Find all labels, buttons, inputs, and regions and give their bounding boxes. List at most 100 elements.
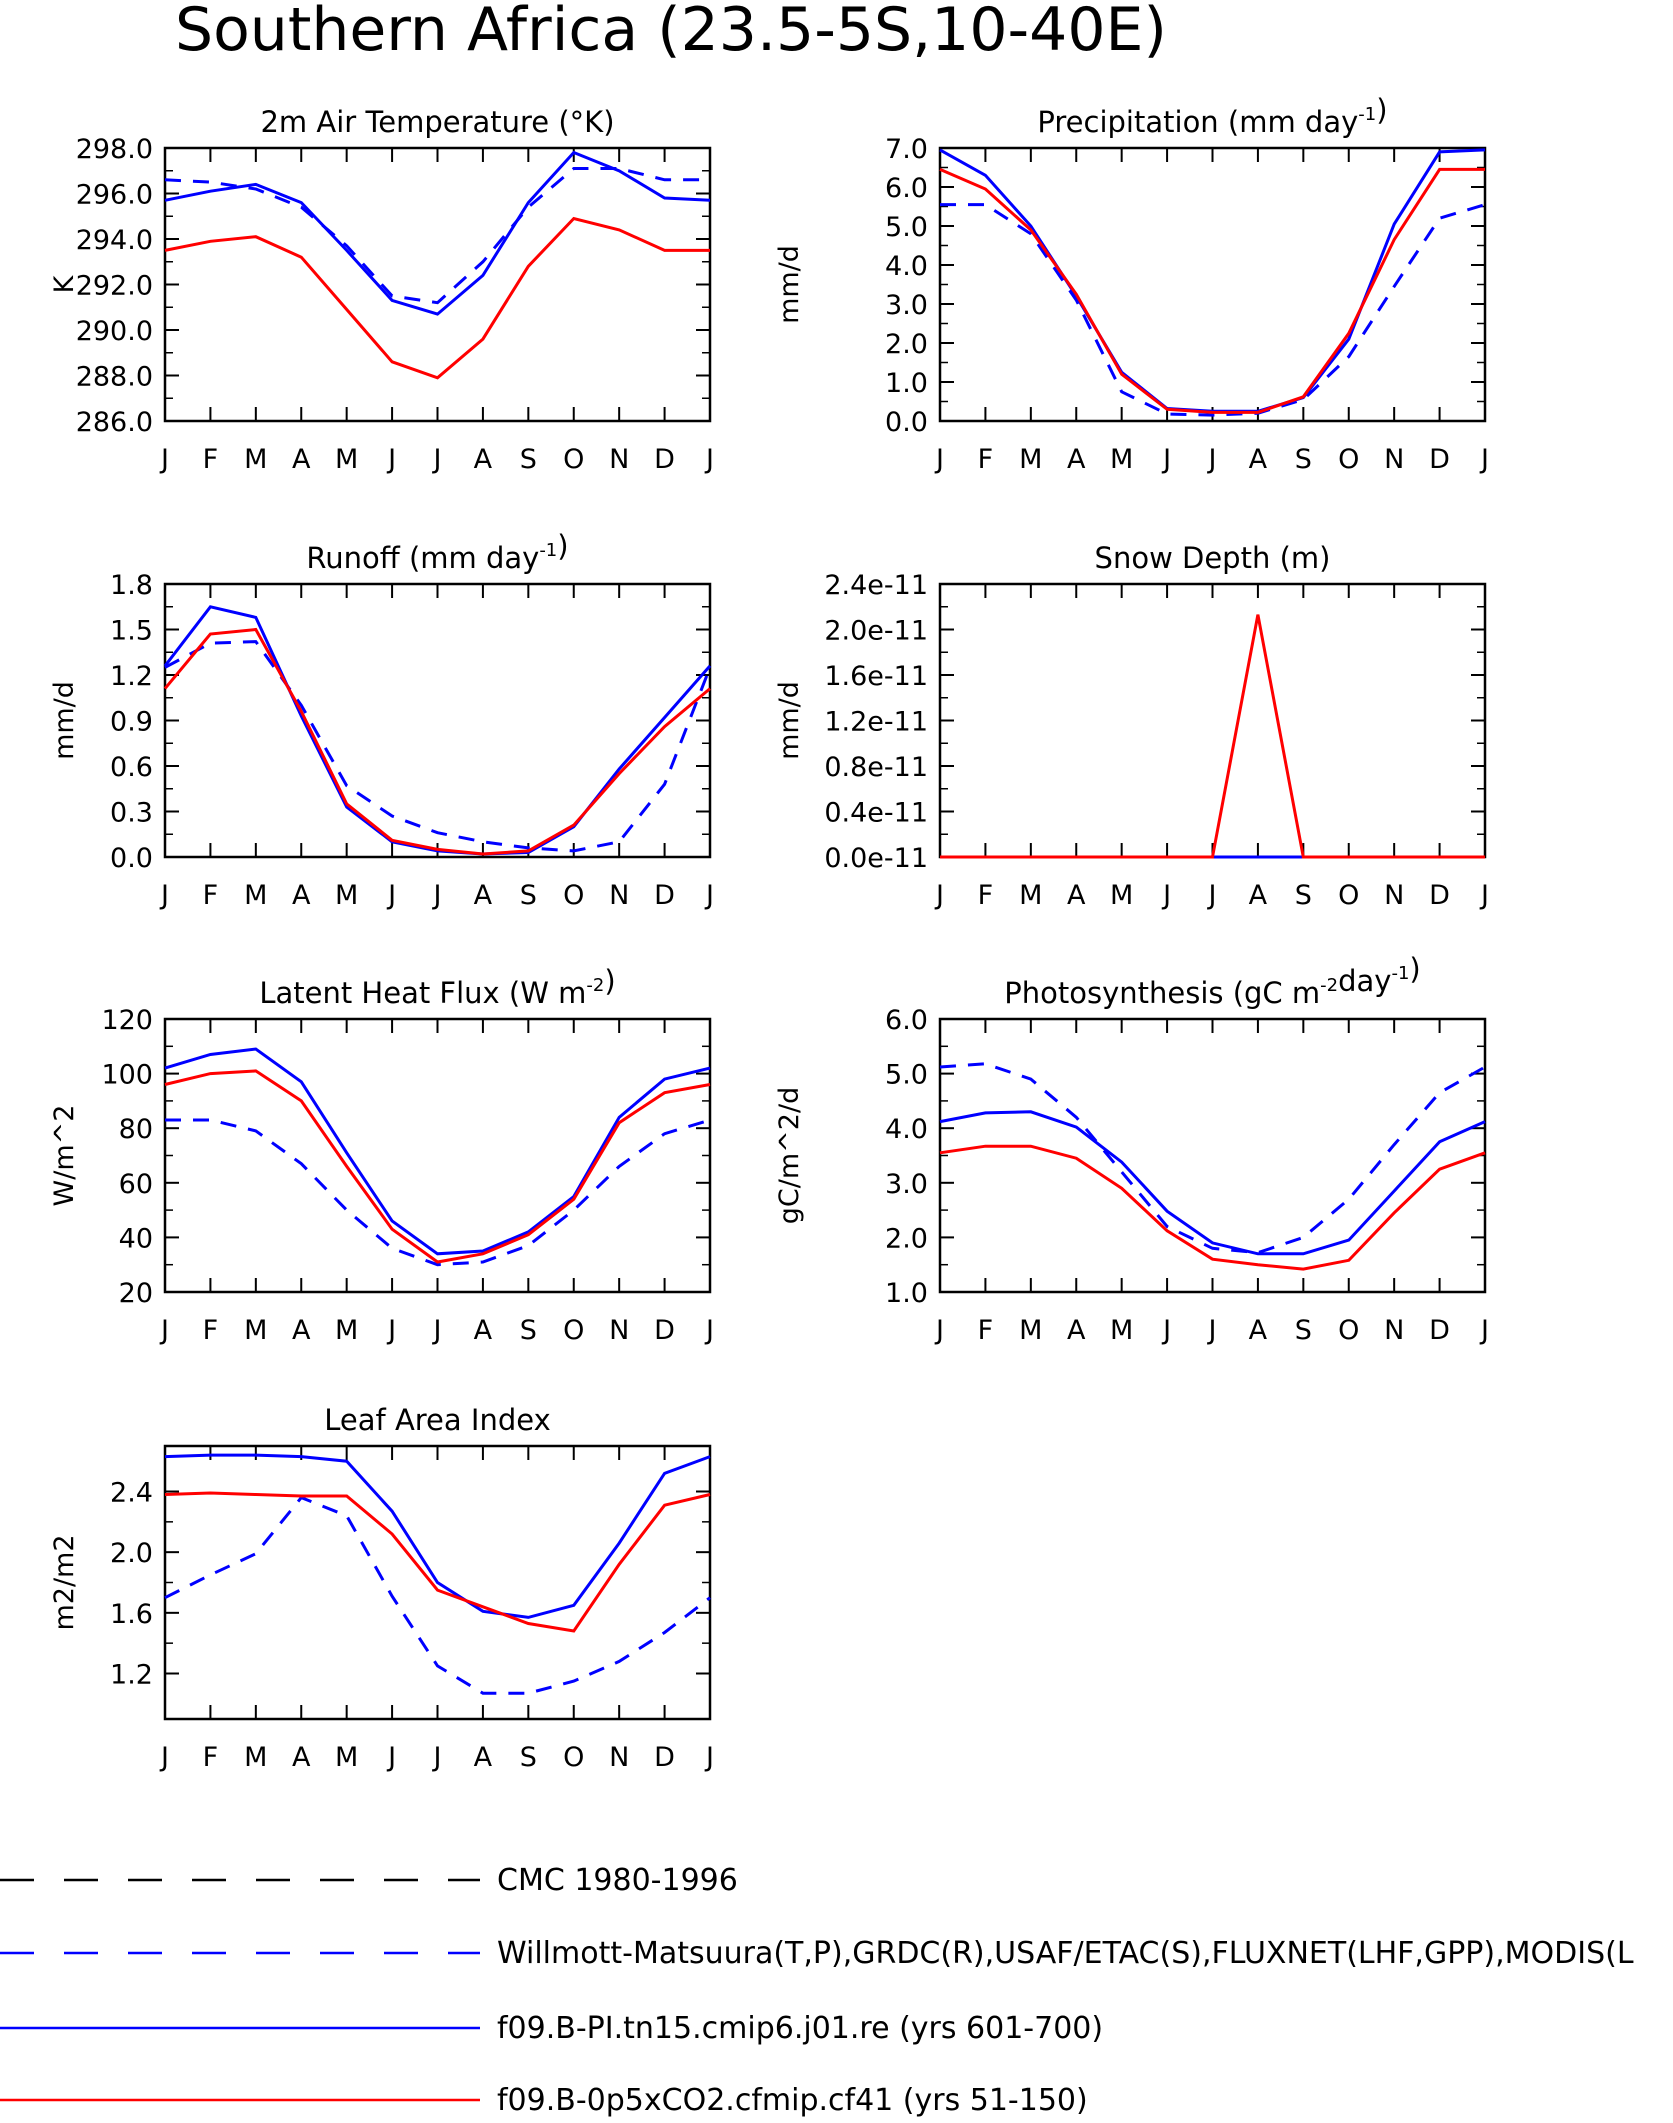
y-tick-label: 286.0 [76, 407, 153, 438]
x-tick-label: A [1067, 444, 1086, 475]
x-tick-label: D [654, 880, 675, 911]
x-tick-label: J [1207, 1315, 1217, 1346]
y-tick-label: 1.8 [110, 570, 153, 601]
x-tick-label: D [1429, 880, 1450, 911]
y-tick-label: 2.0 [110, 1538, 153, 1569]
x-tick-label: A [1249, 1315, 1268, 1346]
series-line-model_b [939, 1144, 1486, 1271]
x-tick-label: F [203, 1315, 219, 1346]
y-axis-label: mm/d [49, 681, 80, 760]
x-tick-label: D [1429, 444, 1450, 475]
series-line-obs [164, 167, 710, 305]
y-tick-label: 60 [119, 1169, 153, 1200]
plot-frame [163, 582, 712, 859]
x-tick-label: J [934, 444, 944, 475]
x-tick-label: J [159, 880, 169, 911]
legend: CMC 1980-1996 Willmott-Matsuura(T,P),GRDC… [0, 1863, 1634, 2118]
series-line-obs [164, 1495, 711, 1695]
y-tick-label: 4.0 [885, 1114, 928, 1145]
x-tick-label: J [704, 444, 714, 475]
y-tick-label: 2.4 [110, 1478, 153, 1509]
x-tick-label: J [432, 1742, 442, 1773]
y-axis-label: K [49, 274, 80, 293]
panel-6: Photosynthesis (gC m-2day-1)J F M A M J J A S O N D… [774, 952, 1489, 1346]
plot-frame [938, 582, 1487, 859]
y-tick-label: 0.4e-11 [824, 798, 928, 829]
panel-title: Precipitation (mm day-1) [1037, 93, 1387, 139]
x-tick-label: J [159, 444, 169, 475]
plot-frame [938, 1017, 1487, 1294]
x-tick-label: J [1161, 444, 1171, 475]
x-tick-label: D [654, 1315, 675, 1346]
series-line-model_b [163, 627, 711, 856]
y-tick-label: 7.0 [885, 134, 928, 165]
series-line-model_b [164, 1491, 711, 1633]
y-tick-label: 3.0 [885, 1169, 928, 1200]
x-tick-label: A [1249, 444, 1268, 475]
x-tick-label: A [1067, 1315, 1086, 1346]
y-tick-label: 0.3 [110, 798, 153, 829]
y-tick-label: 0.0 [885, 407, 928, 438]
x-tick-label: S [520, 444, 537, 475]
x-tick-label: D [1429, 1315, 1450, 1346]
x-tick-label: J [1207, 880, 1217, 911]
legend-label: f09.B-PI.tn15.cmip6.j01.re (yrs 601-700) [497, 2011, 1103, 2046]
x-tick-label: M [1110, 444, 1133, 475]
main-title: Southern Africa (23.5-5S,10-40E) [175, 0, 1167, 65]
y-tick-label: 40 [119, 1223, 153, 1254]
y-tick-label: 1.5 [110, 616, 153, 647]
x-tick-label: O [1338, 880, 1359, 911]
x-tick-label: M [1110, 880, 1133, 911]
y-tick-label: 120 [101, 1005, 153, 1036]
y-tick-label: 296.0 [76, 180, 153, 211]
x-tick-label: O [1338, 1315, 1359, 1346]
plot-frame [163, 1017, 712, 1294]
y-tick-label: 2.0e-11 [824, 616, 928, 647]
y-tick-label: 0.8e-11 [824, 752, 928, 783]
y-tick-label: 1.2e-11 [824, 707, 928, 738]
x-tick-label: A [292, 1315, 311, 1346]
x-tick-label: J [1207, 444, 1217, 475]
panel-5: Latent Heat Flux (W m-2)J F M A M J J A S O N D J204… [49, 964, 714, 1346]
y-tick-label: 3.0 [885, 290, 928, 321]
panel-2: Precipitation (mm day-1)J F M A M J J A S O N D J0.0… [774, 93, 1489, 475]
x-tick-label: S [1295, 880, 1312, 911]
y-tick-label: 80 [119, 1114, 153, 1145]
x-tick-label: J [386, 1315, 396, 1346]
x-tick-label: S [520, 1315, 537, 1346]
x-tick-label: M [335, 1315, 358, 1346]
x-tick-label: J [432, 444, 442, 475]
x-tick-label: J [386, 880, 396, 911]
x-tick-label: S [1295, 1315, 1312, 1346]
y-tick-label: 1.0 [885, 368, 928, 399]
series-line-model_a [164, 1047, 711, 1256]
series-line-obs [165, 1118, 711, 1267]
x-tick-label: S [520, 880, 537, 911]
y-tick-label: 100 [101, 1060, 153, 1091]
x-tick-label: N [609, 444, 629, 475]
x-tick-label: O [563, 444, 584, 475]
x-tick-label: F [203, 444, 219, 475]
x-tick-label: N [609, 880, 629, 911]
series-line-obs [940, 203, 1486, 417]
series-line-obs [164, 640, 712, 853]
y-tick-label: 288.0 [76, 362, 153, 393]
y-tick-label: 2.0 [885, 329, 928, 360]
panel-title: 2m Air Temperature (°K) [260, 105, 614, 139]
x-tick-label: M [244, 444, 267, 475]
y-tick-label: 1.0 [885, 1278, 928, 1309]
y-tick-label: 292.0 [76, 271, 153, 302]
x-tick-label: M [244, 880, 267, 911]
plot-frame [938, 146, 1487, 423]
x-tick-label: M [244, 1742, 267, 1773]
x-tick-label: J [1161, 1315, 1171, 1346]
x-tick-label: A [292, 1742, 311, 1773]
series-line-model_a [939, 1110, 1486, 1256]
x-tick-label: J [704, 880, 714, 911]
x-tick-label: J [1479, 880, 1489, 911]
x-tick-label: J [704, 1315, 714, 1346]
x-tick-label: F [978, 880, 994, 911]
x-tick-label: J [934, 1315, 944, 1346]
x-tick-label: A [1249, 880, 1268, 911]
